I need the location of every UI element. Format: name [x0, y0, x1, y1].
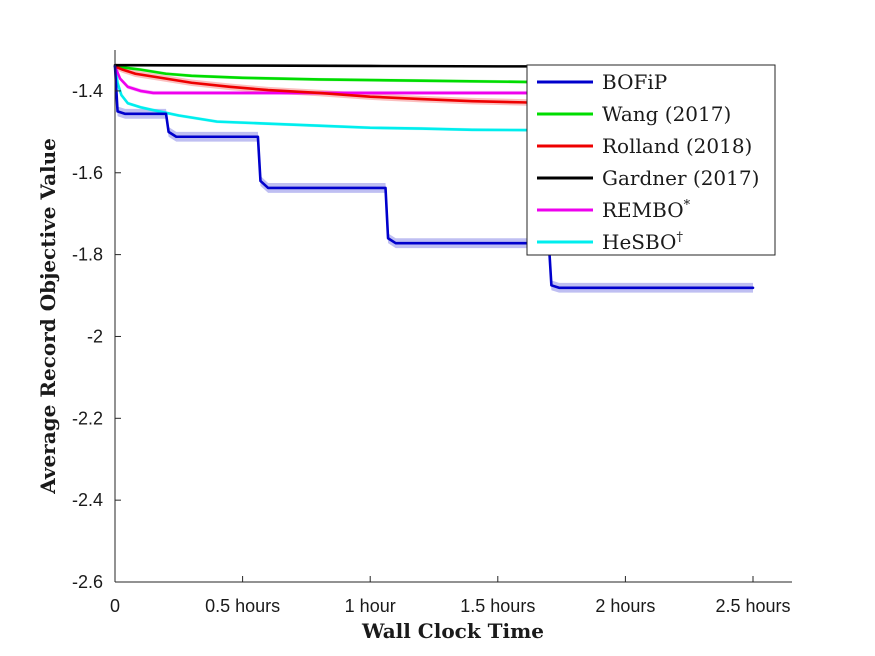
legend-label-text: BOFiP	[602, 70, 667, 94]
x-tick-label: 0.5 hours	[205, 596, 280, 616]
y-axis-title: Average Record Objective Value	[36, 138, 60, 495]
y-tick-label: -1.4	[72, 81, 103, 101]
x-ticks: 0 0.5 hours 1 hour 1.5 hours 2 hours 2.5 hour…	[110, 576, 791, 616]
series-line-rolland-2018-	[113, 65, 551, 105]
y-tick-label: -1.6	[72, 163, 103, 183]
legend-label-superscript: †	[676, 230, 683, 245]
band-bofip	[115, 61, 753, 293]
y-tick-label: -1.8	[72, 245, 103, 265]
x-tick-label: 2.5 hours	[715, 596, 790, 616]
y-tick-label: -2.6	[72, 572, 103, 592]
x-tick-label: 2 hours	[595, 596, 655, 616]
x-tick-label: 0	[110, 596, 120, 616]
legend-label-text: Gardner (2017)	[602, 166, 759, 190]
y-tick-label: -2.4	[72, 490, 103, 510]
legend-label: Gardner (2017)	[602, 166, 759, 190]
series-line-hesbo-	[113, 65, 551, 132]
legend-label: Rolland (2018)	[602, 134, 752, 158]
series-line-wang-2017-	[113, 65, 551, 84]
legend-label: REMBO*	[602, 198, 691, 222]
series-line-rembo-	[113, 65, 551, 95]
axes	[114, 50, 792, 583]
legend-label-superscript: *	[684, 198, 691, 213]
x-axis-title: Wall Clock Time	[361, 619, 544, 643]
legend-label: Wang (2017)	[602, 102, 731, 126]
legend-label-text: Rolland (2018)	[602, 134, 752, 158]
x-tick-label: 1.5 hours	[460, 596, 535, 616]
legend: BOFiP Wang (2017) Rolland (2018) Gardner (2…	[526, 64, 776, 256]
series-line-bofip	[113, 65, 755, 290]
legend-label-text: HeSBO	[602, 230, 676, 254]
legend-label: BOFiP	[602, 70, 667, 94]
legend-label: HeSBO†	[602, 230, 683, 254]
legend-box	[526, 64, 776, 256]
x-tick-label: 1 hour	[345, 596, 396, 616]
y-ticks: -1.4 -1.6 -1.8 -2 -2.2 -2.4 -2.6	[72, 81, 121, 592]
y-tick-label: -2.2	[72, 408, 103, 428]
legend-label-text: Wang (2017)	[602, 102, 731, 126]
legend-label-text: REMBO	[602, 198, 684, 222]
y-tick-label: -2	[87, 326, 103, 346]
